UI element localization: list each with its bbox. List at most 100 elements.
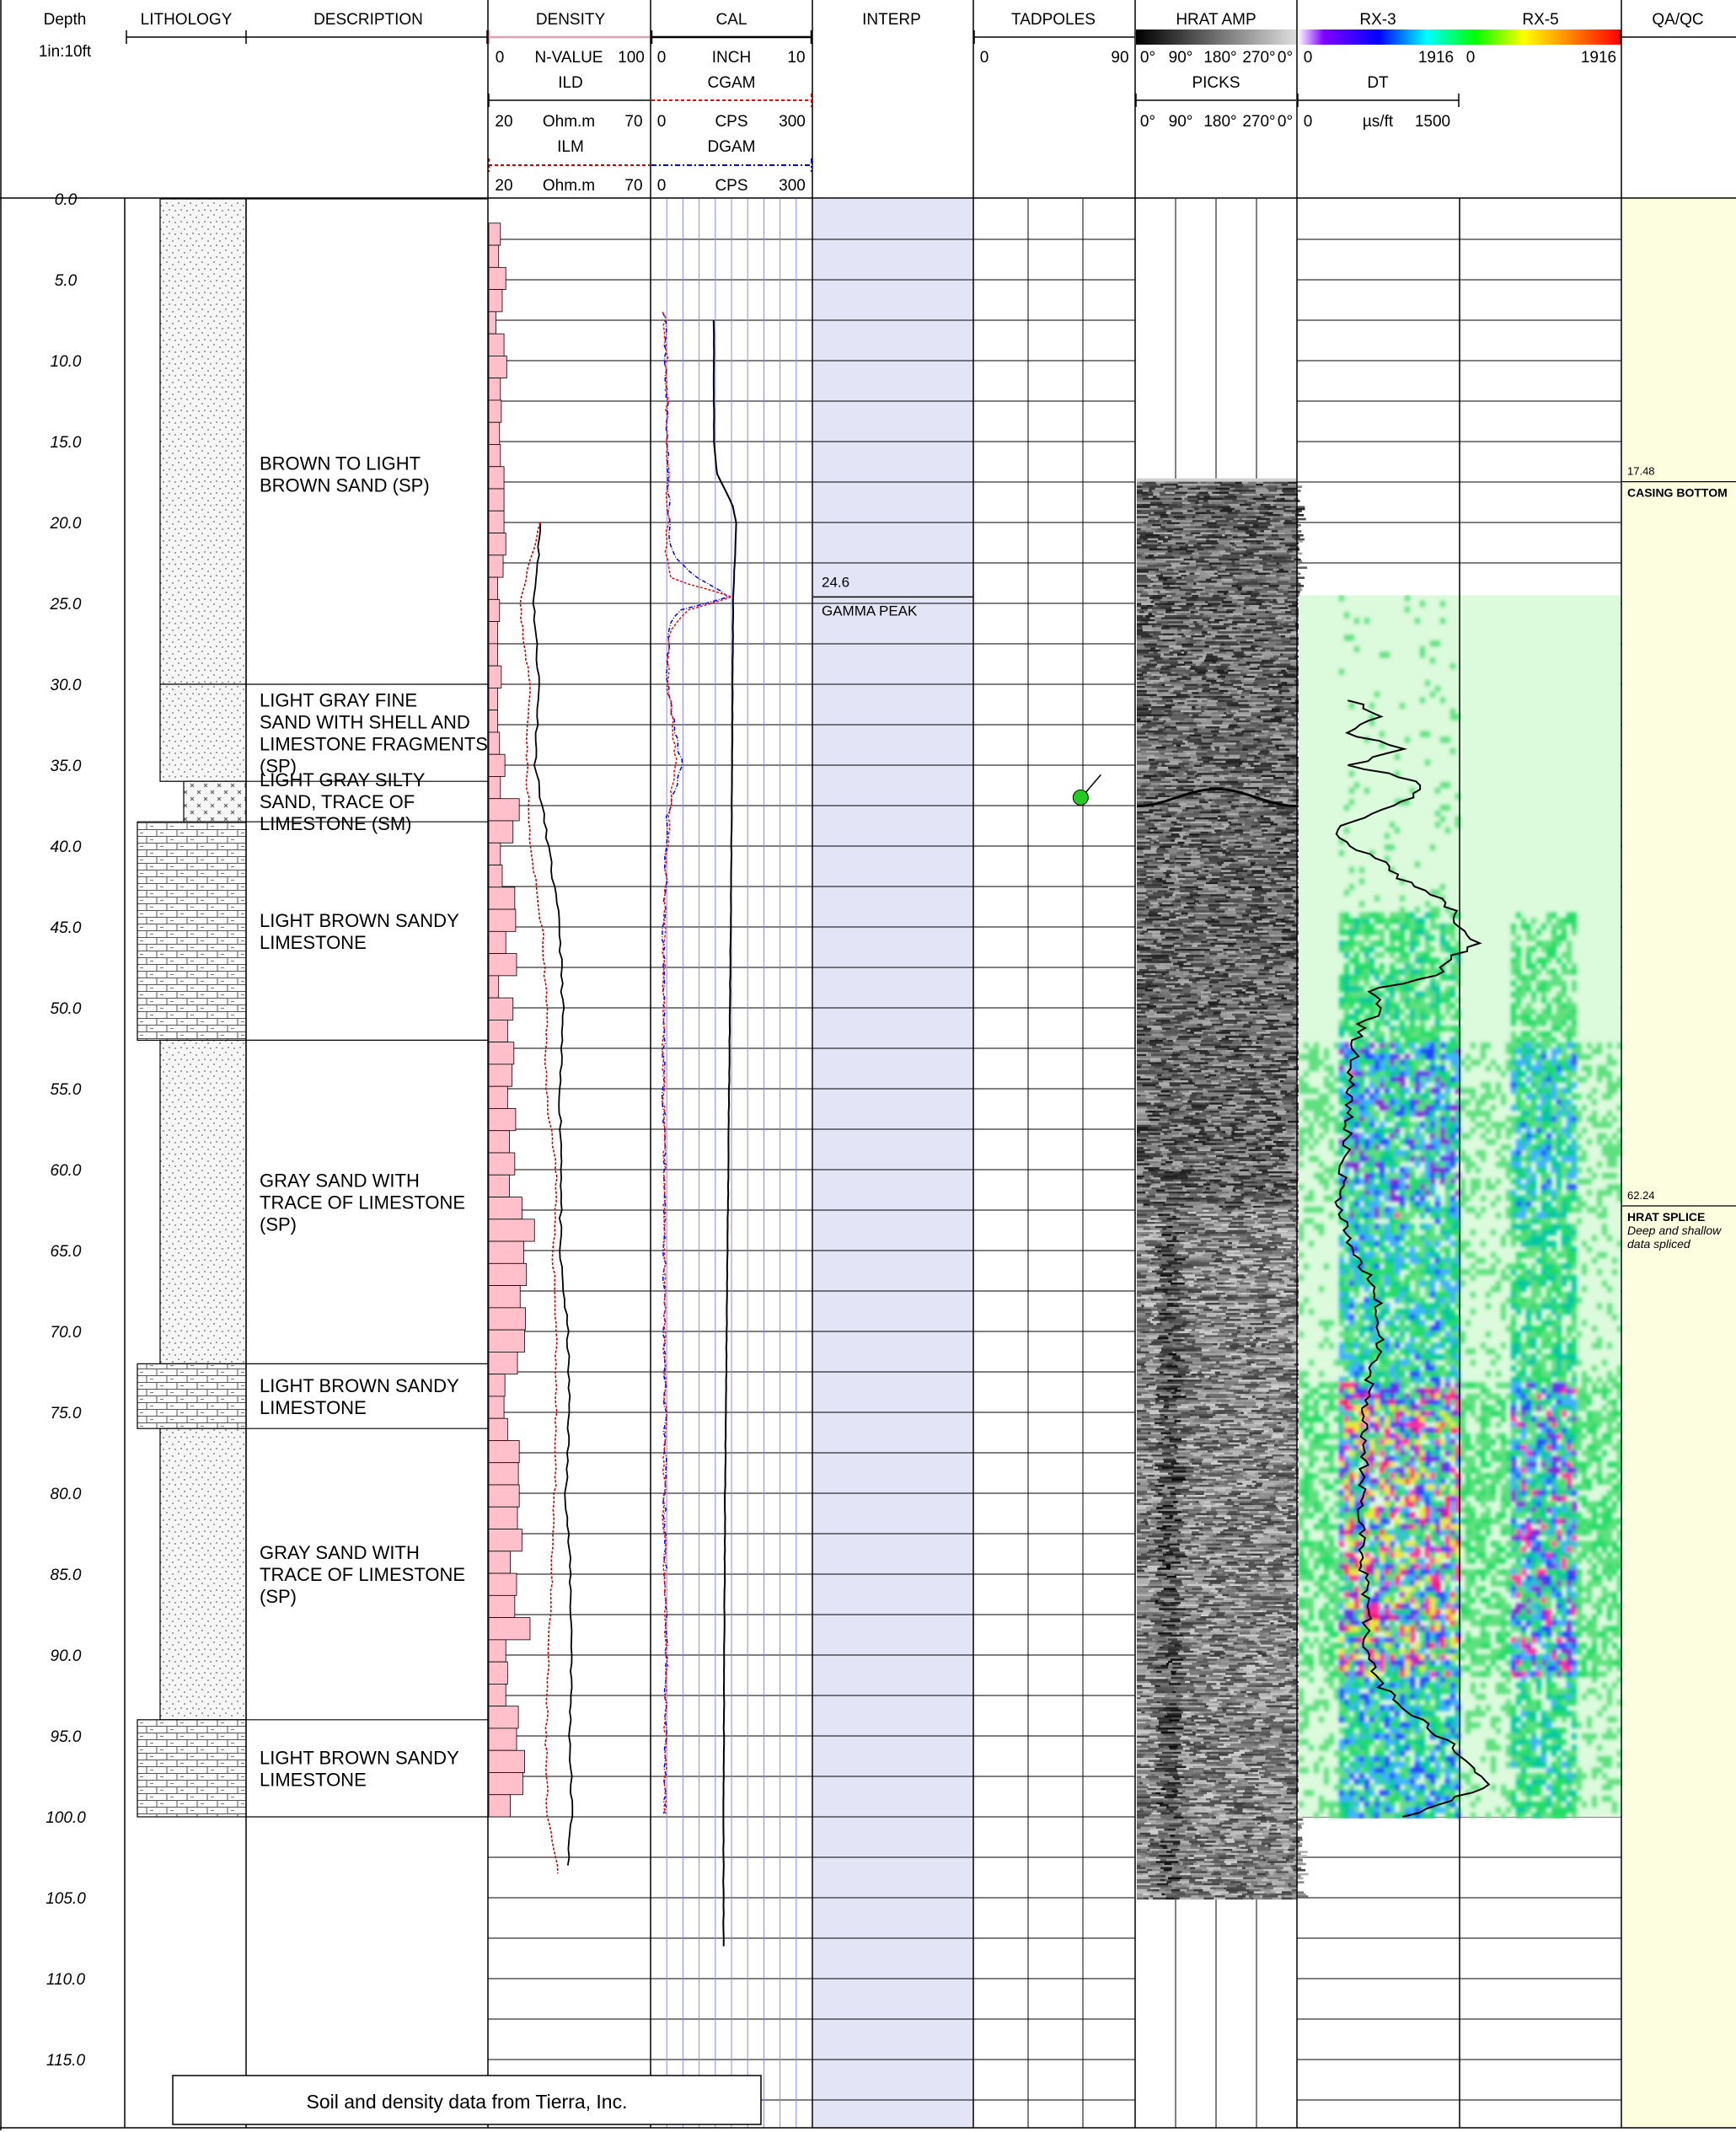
hrat-image-pixel (1229, 706, 1240, 709)
hrat-image-pixel (1137, 605, 1147, 608)
hrat-image-pixel (1155, 769, 1169, 771)
hrat-image-pixel (1152, 890, 1158, 892)
hrat-image-pixel (1189, 829, 1202, 832)
hrat-image-pixel (1254, 757, 1261, 759)
hrat-image-pixel (1265, 914, 1278, 917)
hrat-image-pixel (1264, 694, 1270, 697)
hrat-image-pixel (1177, 627, 1191, 629)
hrat-image-pixel (1282, 747, 1285, 749)
hrat-image-pixel (1137, 724, 1143, 727)
hrat-image-pixel (1187, 864, 1198, 866)
hrat-image-pixel (1235, 770, 1239, 774)
hrat-image-pixel (1211, 516, 1223, 518)
header-title-rule (126, 30, 488, 44)
hrat-image-pixel (1255, 793, 1259, 795)
hrat-image-pixel (1137, 484, 1143, 486)
hrat-image-pixel (1153, 633, 1164, 636)
hrat-image-pixel (1206, 663, 1209, 667)
hrat-image-pixel (1246, 936, 1259, 940)
hrat-image-pixel (1225, 708, 1240, 710)
hrat-image-pixel (1212, 722, 1223, 725)
hrat-image-pixel (1137, 955, 1149, 957)
hrat-image-pixel (1181, 629, 1187, 632)
hrat-image-pixel (1149, 558, 1153, 561)
hrat-image-pixel (1219, 542, 1230, 545)
hrat-image-pixel (1285, 807, 1298, 810)
hrat-image-pixel (1261, 734, 1268, 737)
hrat-image-pixel (1149, 829, 1155, 832)
hrat-image-pixel (1230, 546, 1236, 549)
hrat-image-pixel (1175, 838, 1183, 840)
hrat-image-pixel (1181, 607, 1190, 609)
hrat-image-pixel (1169, 803, 1173, 806)
hrat-image-pixel (1292, 595, 1300, 597)
hrat-image-pixel (1221, 868, 1235, 870)
hrat-image-pixel (1214, 945, 1224, 947)
hrat-image-pixel (1166, 870, 1172, 872)
hrat-image-pixel (1202, 805, 1211, 808)
hrat-image-pixel (1160, 924, 1165, 927)
hrat-image-pixel (1258, 951, 1267, 953)
hrat-image-pixel (1242, 932, 1256, 935)
hrat-image-pixel (1214, 774, 1219, 778)
hrat-image-pixel (1262, 676, 1268, 678)
hrat-image-pixel (1182, 760, 1193, 763)
hrat-image-pixel (1179, 522, 1187, 525)
hrat-image-pixel (1240, 754, 1247, 758)
hrat-image-pixel (1152, 922, 1166, 925)
hrat-image-pixel (1212, 627, 1226, 629)
hrat-image-pixel (1210, 506, 1218, 508)
hrat-image-pixel (1197, 864, 1200, 866)
hrat-image-pixel (1180, 835, 1184, 838)
hrat-image-pixel (1207, 940, 1215, 943)
hrat-image-pixel (1256, 613, 1270, 616)
hrat-image-pixel (1175, 924, 1187, 927)
hrat-image-pixel (1137, 588, 1144, 592)
hrat-image-pixel (1223, 807, 1227, 810)
hrat-image-pixel (1199, 613, 1204, 616)
hrat-image-pixel (1271, 530, 1278, 533)
hrat-image-pixel (1208, 575, 1218, 577)
hrat-image-pixel (1171, 773, 1184, 775)
hrat-image-pixel (1283, 522, 1298, 525)
hrat-image-pixel (1167, 714, 1171, 717)
hrat-image-pixel (1181, 578, 1186, 581)
hrat-image-pixel (1262, 748, 1268, 751)
hrat-image-pixel (1145, 683, 1149, 687)
hrat-image-pixel (1273, 673, 1277, 677)
hrat-image-pixel (1220, 935, 1228, 937)
hrat-image-pixel (1280, 572, 1289, 576)
nvalue-scale-max: 100 (618, 49, 645, 67)
hrat-image-pixel (1268, 669, 1282, 672)
hrat-image-pixel (1259, 637, 1272, 640)
hrat-image-pixel (1167, 598, 1178, 602)
hrat-image-pixel (1251, 578, 1262, 581)
hrat-image-pixel (1262, 910, 1275, 913)
hrat-image-pixel (1251, 534, 1264, 537)
hrat-image-pixel (1181, 829, 1190, 832)
hrat-image-pixel (1242, 669, 1249, 672)
hrat-image-pixel (1209, 860, 1222, 862)
hrat-image-pixel (1176, 666, 1181, 668)
hrat-image-pixel (1238, 514, 1241, 517)
hrat-image-pixel (1279, 956, 1291, 960)
hrat-image-pixel (1204, 558, 1219, 561)
hrat-image-pixel (1200, 617, 1212, 619)
hrat-image-pixel (1286, 902, 1291, 905)
hrat-image-pixel (1192, 645, 1204, 648)
hrat-image-pixel (1173, 738, 1177, 741)
hrat-image-pixel (1219, 920, 1224, 923)
hrat-image-pixel (1257, 506, 1265, 508)
hrat-image-pixel (1251, 955, 1262, 957)
hrat-image-pixel (1246, 892, 1258, 895)
hrat-image-pixel (1174, 799, 1187, 801)
hrat-image-pixel (1286, 904, 1291, 907)
hrat-image-pixel (1151, 939, 1158, 941)
hrat-image-pixel (1227, 886, 1241, 889)
hrat-image-pixel (1139, 536, 1154, 538)
hrat-image-pixel (1156, 611, 1166, 613)
hrat-image-pixel (1278, 874, 1291, 876)
hrat-image-pixel (1234, 657, 1237, 660)
hrat-image-pixel (1140, 595, 1153, 597)
hrat-image-pixel (1266, 692, 1275, 694)
